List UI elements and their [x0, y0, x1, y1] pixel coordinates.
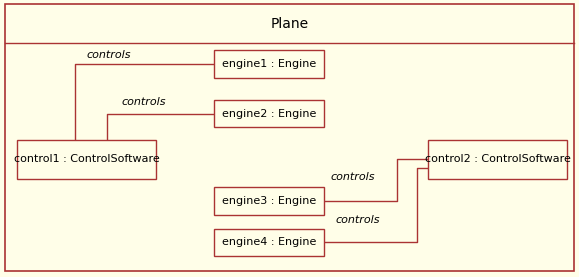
Bar — [17, 140, 156, 179]
Text: engine2 : Engine: engine2 : Engine — [222, 109, 316, 119]
Text: controls: controls — [87, 50, 131, 60]
Text: Plane: Plane — [270, 17, 309, 30]
Text: controls: controls — [336, 215, 380, 225]
Bar — [214, 229, 324, 256]
Bar — [214, 50, 324, 78]
Text: control2 : ControlSoftware: control2 : ControlSoftware — [425, 154, 571, 164]
Text: engine1 : Engine: engine1 : Engine — [222, 59, 316, 69]
Bar — [214, 187, 324, 215]
Text: control1 : ControlSoftware: control1 : ControlSoftware — [14, 154, 160, 164]
Bar — [428, 140, 567, 179]
Text: controls: controls — [330, 172, 375, 182]
Text: engine4 : Engine: engine4 : Engine — [222, 237, 316, 247]
Bar — [214, 100, 324, 127]
Text: engine3 : Engine: engine3 : Engine — [222, 196, 316, 206]
Text: controls: controls — [122, 98, 166, 107]
